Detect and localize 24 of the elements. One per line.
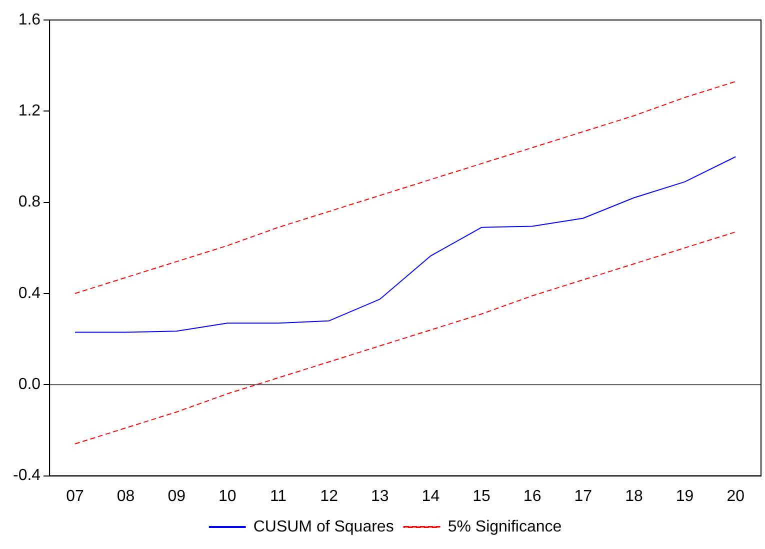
legend-label: 5% Significance: [448, 518, 562, 536]
x-tick-label: 17: [574, 488, 592, 505]
x-tick-label: 16: [523, 488, 542, 505]
line-series: [74, 231, 736, 444]
x-tick-label: 18: [625, 488, 643, 505]
x-tick-label: 15: [472, 488, 491, 505]
x-tick-label: 19: [676, 488, 694, 505]
x-tick-label: 08: [116, 488, 135, 505]
x-tick-label: 10: [218, 488, 236, 505]
x-tick-label: 14: [422, 488, 440, 505]
y-tick-label: 1.6: [18, 11, 41, 28]
x-tick-label: 12: [320, 488, 338, 505]
x-tick-label: 20: [726, 488, 745, 505]
x-tick-label: 07: [66, 488, 84, 505]
y-tick-label: 0.4: [18, 284, 41, 302]
y-tick-label: 0.8: [18, 194, 41, 211]
line-series: [74, 81, 736, 294]
y-tick-label: -0.4: [12, 467, 41, 484]
legend-label: CUSUM of Squares: [253, 518, 394, 536]
x-tick-label: 11: [270, 488, 287, 505]
y-tick-label: 1.2: [18, 102, 41, 120]
x-tick-label: 13: [370, 488, 389, 505]
x-tick-label: 09: [168, 488, 186, 505]
y-tick-label: 0.0: [18, 376, 41, 394]
